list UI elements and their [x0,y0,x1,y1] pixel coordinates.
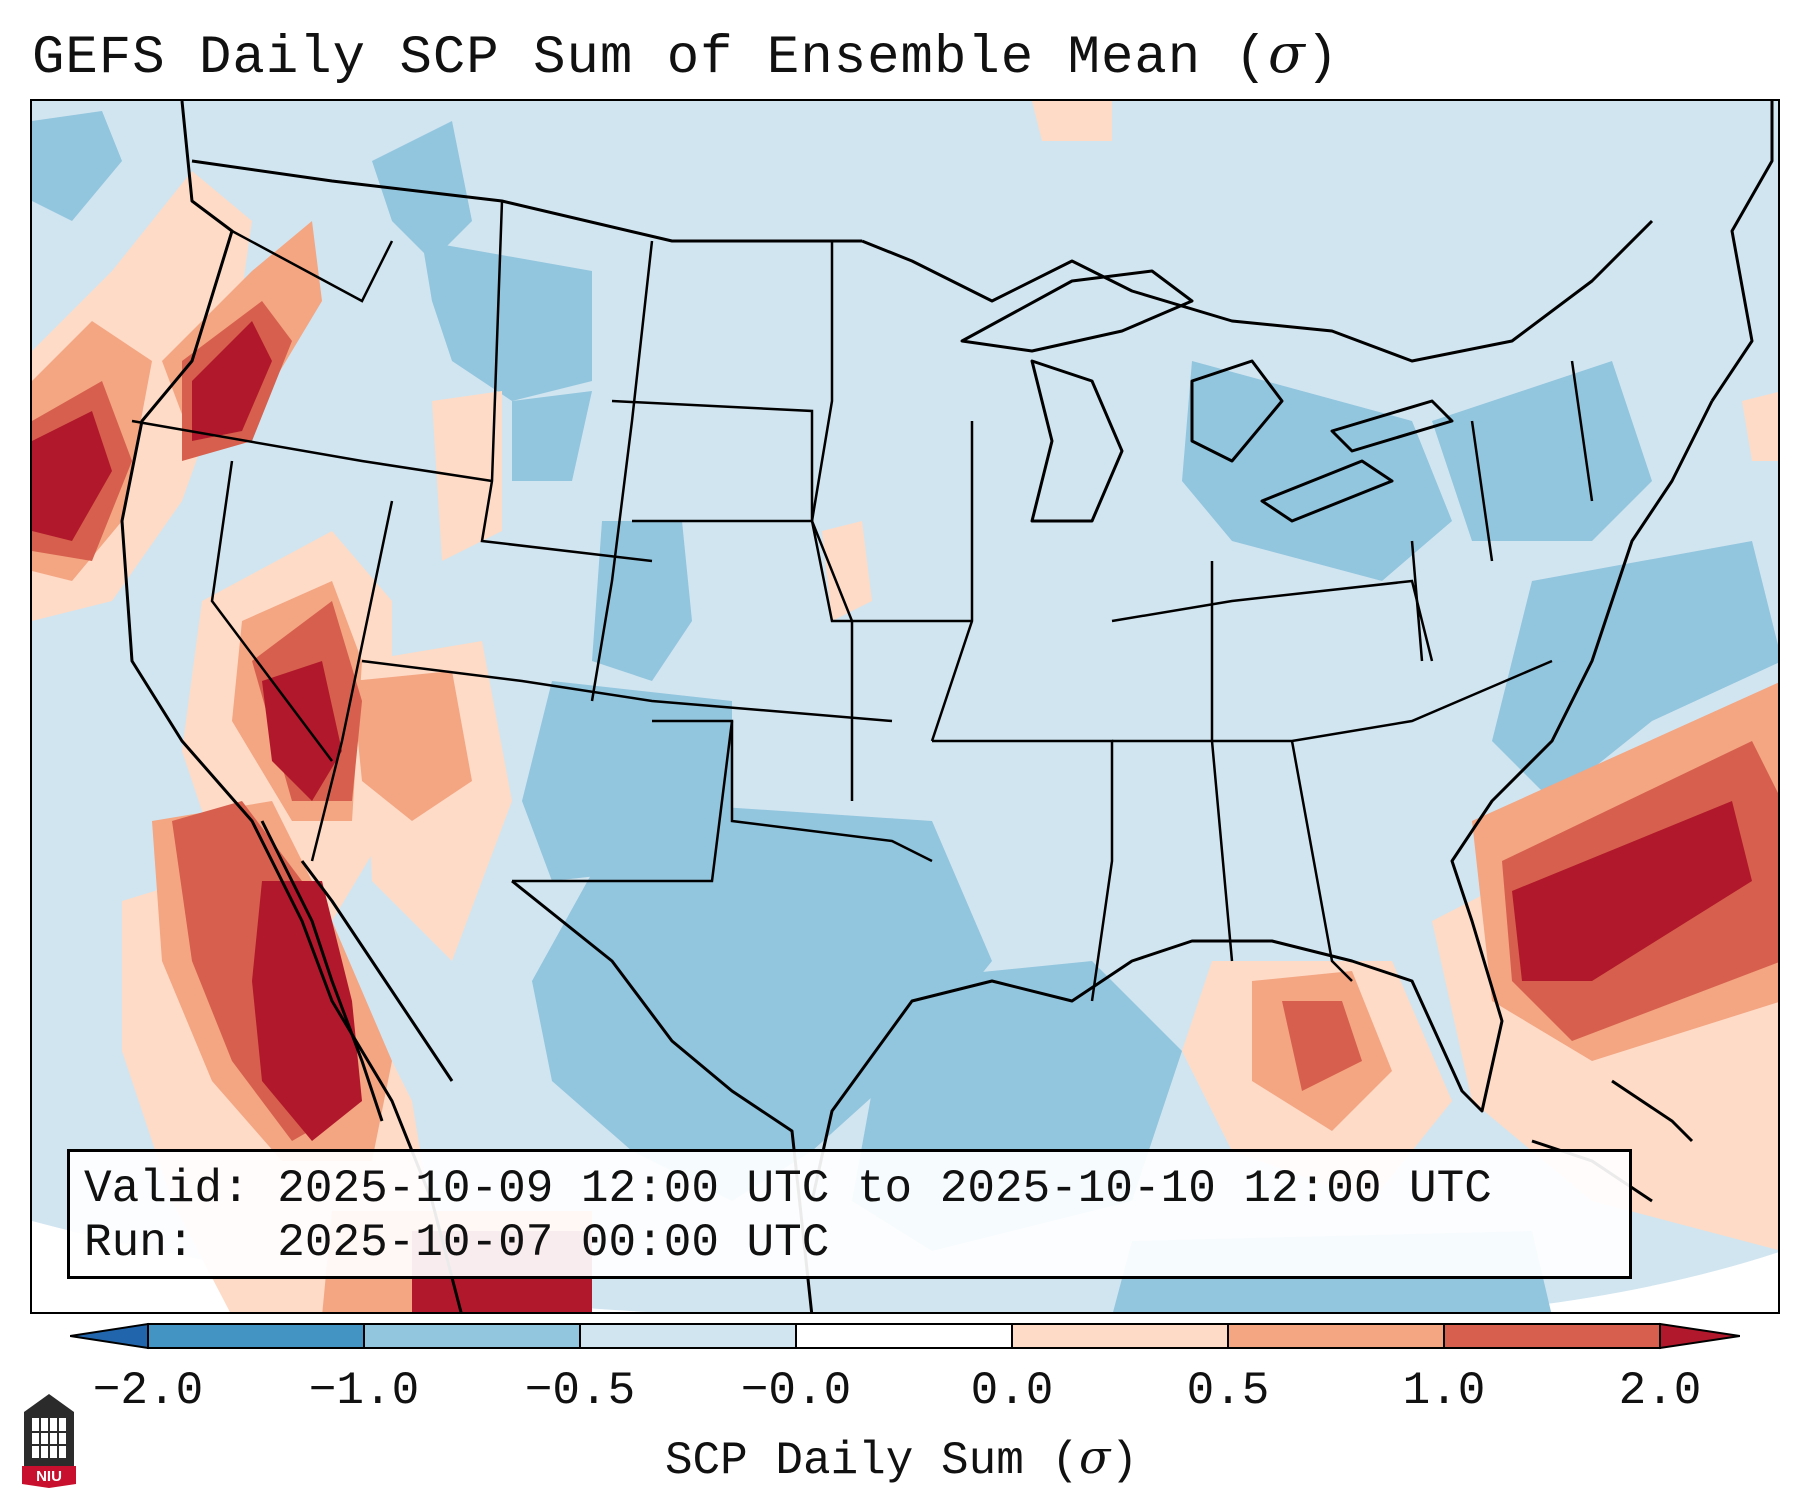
region-pos1-nebraska [822,521,872,621]
border-ok-tx [652,719,933,863]
tick-label-4: −0.0 [740,1365,852,1417]
colorbar-label-suffix: ) [1110,1435,1139,1487]
region-pos4-oregon [32,411,112,541]
border-wy-co [590,240,654,702]
region-pos2-arizona [352,671,472,821]
tick-label-5: 0.0 [970,1365,1054,1417]
border-ny-pa [1470,420,1494,562]
projection-edge-right [1478,1252,1778,1312]
border-ia-mo [930,421,974,742]
lake-michigan [1030,359,1124,523]
map-panel [30,99,1780,1314]
northeast-coastline [1710,101,1774,402]
border-wa-or [231,229,394,303]
border-new-england [1570,360,1594,502]
colorbar-label: SCP Daily Sum (σ) [0,1430,1803,1487]
border-ca-nv [210,460,333,762]
canada-border-east [861,219,1654,363]
region-neg-colorado [592,521,692,681]
colorbar-label-sigma: σ [1079,1430,1111,1484]
state-borders [131,200,1594,1002]
border-ks-ok [632,519,972,623]
colorbar [69,1322,1741,1350]
region-neg-texas [532,801,992,1201]
border-pa-va [1410,540,1424,662]
bahamas-outline [1611,1079,1694,1143]
chart-title: GEFS Daily SCP Sum of Ensemble Mean (σ) [32,22,1339,89]
extreme-positive-layer [32,321,1752,1312]
region-pos4-gulf-california [252,881,362,1141]
valid-run-info-box: Valid: 2025-10-09 12:00 UTC to 2025-10-1… [67,1149,1632,1279]
canada-border-west [191,159,862,243]
colorbar-segment-2 [364,1324,580,1348]
border-in-ky-al [1210,561,1234,962]
region-neg-montana [422,241,592,401]
region-pos4-atlantic [1512,801,1752,981]
title-prefix: GEFS Daily SCP Sum of Ensemble Mean ( [32,28,1268,89]
tick-label-1: −2.0 [92,1365,204,1417]
border-or-id [131,419,493,483]
colorbar-label-prefix: SCP Daily Sum ( [664,1435,1080,1487]
niu-logo-icon [22,1394,76,1488]
border-tn-nc [1112,659,1553,743]
valid-range: 2025-10-09 12:00 UTC to 2025-10-10 12:00… [277,1163,1492,1215]
run-label: Run: [84,1217,195,1269]
border-ar-la [932,739,1114,1002]
lake-huron [1190,359,1284,463]
colorbar-ticks [147,1324,1661,1348]
valid-label: Valid: [84,1163,250,1215]
pacific-coastline [120,101,463,1312]
title-suffix: ) [1305,28,1340,89]
region-pos4-wa [192,321,272,441]
projection-edge-left [32,1221,647,1312]
title-sigma: σ [1268,22,1306,85]
region-neg-atlantic [1492,541,1778,801]
border-36-north [361,659,893,723]
lake-superior [960,269,1194,353]
region-neg-wyoming [512,391,592,481]
geography-lines [120,101,1774,1312]
map-svg [32,101,1778,1312]
mexico-west-coast [300,860,454,1082]
colorbar-segment-5 [1012,1324,1228,1348]
colorbar-svg [69,1322,1741,1350]
colorbar-segment-4 [796,1324,1012,1348]
lake-erie [1260,459,1394,523]
border-id-wy [480,200,653,563]
border-sd-ne [611,399,814,521]
region-neg-nw-ocean [32,111,122,221]
colorbar-segment-3 [580,1324,796,1348]
colorbar-extend-low [69,1322,149,1350]
baja-east-coast [260,820,384,1122]
border-nv-ut [310,500,394,862]
niu-logo-text: NIU [36,1468,62,1485]
tick-label-3: −0.5 [524,1365,636,1417]
colorbar-segment-1 [148,1324,364,1348]
region-pos1-north [1032,101,1112,141]
border-mid-east [1111,579,1434,662]
region-neg-northeast [1432,361,1652,541]
region-pos3-gulf [1282,1001,1362,1091]
tick-label-6: 0.5 [1186,1365,1270,1417]
border-al-ga [1290,740,1353,982]
tick-label-8: 2.0 [1618,1365,1702,1417]
lake-ontario [1330,399,1454,453]
colorbar-segment-6 [1228,1324,1444,1348]
tick-label-7: 1.0 [1402,1365,1486,1417]
region-pos1-ne-edge [1742,392,1778,461]
gulf-atlantic-coastline [810,400,1714,1202]
colorbar-segment-7 [1444,1324,1660,1348]
colorbar-extend-high [1659,1322,1741,1350]
run-time: 2025-10-07 00:00 UTC [277,1217,830,1269]
tick-label-2: −1.0 [308,1365,420,1417]
border-nm-tx [512,720,734,883]
